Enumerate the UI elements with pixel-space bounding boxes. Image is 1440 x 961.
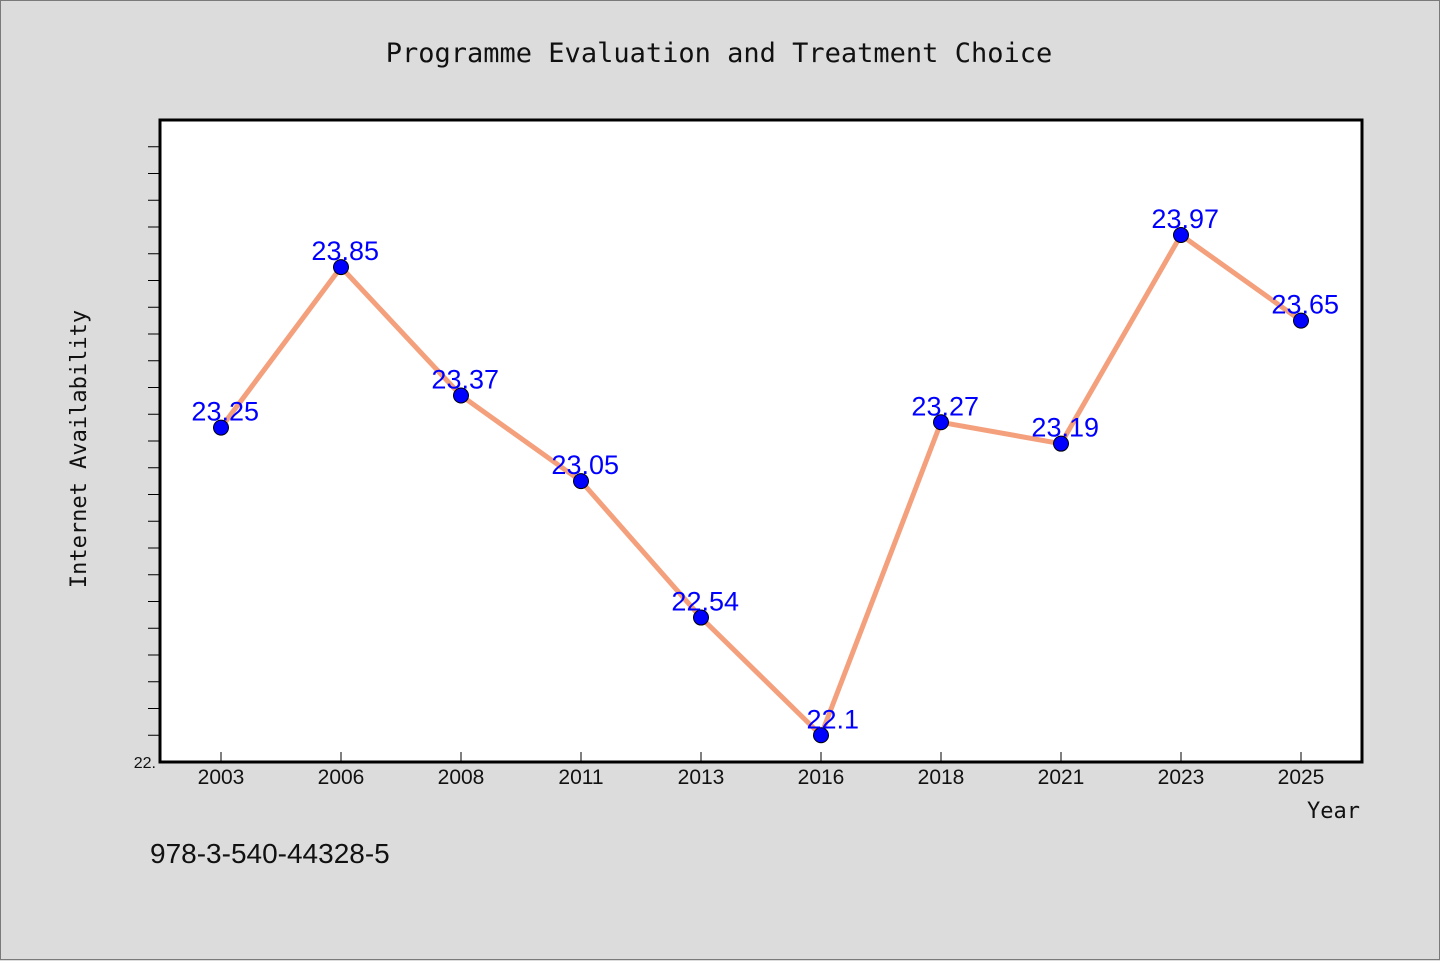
x-tick-label: 2023 [1158,766,1205,789]
isbn-text: 978-3-540-44328-5 [150,838,390,869]
data-point [1173,227,1189,244]
data-label: 22.54 [671,587,739,617]
data-label: 23.85 [311,236,379,266]
y-axis-ticks: 22. [134,146,160,772]
data-point [813,727,829,744]
x-tick-label: 2016 [798,766,845,789]
x-tick-label: 2008 [438,766,485,789]
y-axis-label: Internet Availability [67,310,92,588]
x-tick-label: 2025 [1278,766,1325,789]
x-tick-label: 2011 [558,766,603,789]
x-tick-label: 2018 [918,766,965,789]
data-label: 23.65 [1271,290,1339,320]
plot-area [158,118,1364,764]
data-point [453,387,469,404]
series-layer [213,227,1309,744]
data-label: 23.37 [431,365,499,395]
data-point [1053,435,1069,452]
x-tick-label: 2006 [318,766,365,789]
data-point [1293,312,1309,329]
x-axis-label: Year [1307,799,1360,824]
data-point [213,419,229,436]
data-label: 22.1 [806,704,859,734]
chart-title: Programme Evaluation and Treatment Choic… [386,38,1052,69]
data-label: 23.25 [191,397,259,427]
data-point [933,414,949,431]
x-axis-ticks: 2003 2006 2008 2011 2013 2016 2018 2021 2023 2025 [198,752,1325,789]
data-label: 23.19 [1031,413,1099,443]
y-tick-label: 22. [134,755,156,772]
series-line [218,232,1304,738]
data-label: 23.27 [911,391,979,421]
data-point [333,259,349,276]
data-label: 23.05 [551,450,619,480]
data-point [573,473,589,490]
data-labels: 23.25 23.85 23.37 23.05 22.54 22.1 23.27 23.19 2… [191,204,1339,734]
x-tick-label: 2021 [1038,766,1085,789]
x-tick-label: 2013 [678,766,725,789]
data-point [693,609,709,626]
data-label: 23.97 [1151,204,1219,234]
x-tick-label: 2003 [198,766,245,789]
